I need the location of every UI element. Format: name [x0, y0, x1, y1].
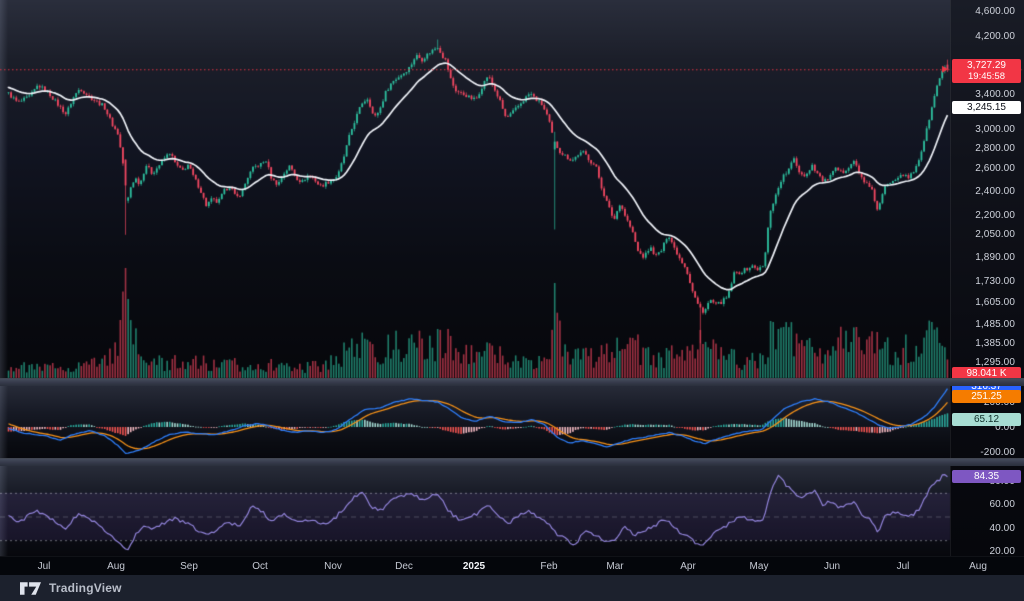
price-axis-label: 1,730.00: [975, 276, 1015, 288]
month-label: Feb: [540, 561, 558, 572]
month-label: Nov: [324, 561, 342, 572]
price-axis-label: 1,605.00: [975, 297, 1015, 309]
ma-value: 3,245.15: [967, 102, 1006, 113]
month-label: Jul: [896, 561, 910, 572]
attribution-bar: TradingView: [0, 575, 1024, 601]
month-label: Oct: [252, 561, 268, 572]
last-price-value: 3,727.29: [967, 60, 1006, 71]
month-label: Dec: [395, 561, 413, 572]
tradingview-logo-icon[interactable]: [20, 581, 41, 595]
volume-badge: 98.041 K: [952, 367, 1021, 380]
pane-separator-rsi[interactable]: [0, 458, 1024, 466]
month-label: Jun: [823, 561, 841, 572]
macd-axis-label: 0.00: [995, 421, 1015, 433]
price-axis-label: 4,200.00: [975, 30, 1015, 42]
price-axis-label: 4,600.00: [975, 5, 1015, 17]
ma-value-badge: 3,245.15: [952, 101, 1021, 114]
macd-signal-badge: 251.25: [952, 390, 1021, 403]
month-label: May: [749, 561, 769, 572]
month-label: Apr: [680, 561, 696, 572]
volume-value: 98.041 K: [966, 368, 1007, 379]
price-axis-label: 1,485.00: [975, 318, 1015, 330]
price-axis-label: 2,600.00: [975, 163, 1015, 175]
month-label: Mar: [606, 561, 624, 572]
rsi-badge: 84.35: [952, 470, 1021, 483]
macd-hist-badge: 65.12: [952, 413, 1021, 426]
time-scale[interactable]: Jul Aug Sep Oct Nov Dec 2025 Feb Mar Apr May Jun Jul…: [0, 556, 1024, 575]
price-axis-label: 3,000.00: [975, 123, 1015, 135]
pane-separator-macd[interactable]: [0, 378, 1024, 386]
macd-hist-value: 65.12: [973, 414, 1000, 425]
price-axis-label: 2,200.00: [975, 209, 1015, 221]
price-axis-label: 1,295.00: [975, 356, 1015, 368]
rsi-value: 84.35: [973, 471, 1000, 482]
price-scale[interactable]: 3,727.29 19:45:58 3,245.15 98.041 K 316.…: [950, 0, 1024, 558]
rsi-axis-label: 20.00: [989, 546, 1015, 558]
price-axis-label: 1,385.00: [975, 337, 1015, 349]
month-label: Aug: [107, 561, 125, 572]
month-label: 2025: [462, 561, 486, 572]
last-price-badge: 3,727.29 19:45:58: [952, 59, 1021, 83]
macd-line-value: 316.37: [971, 381, 1002, 392]
macd-axis-label: -200.00: [980, 446, 1015, 458]
month-label: Jul: [37, 561, 51, 572]
brand-label[interactable]: TradingView: [49, 581, 122, 595]
countdown-timer: 19:45:58: [968, 71, 1005, 82]
price-axis-label: 2,800.00: [975, 142, 1015, 154]
month-label: Aug: [969, 561, 987, 572]
macd-signal-value: 251.25: [971, 391, 1002, 402]
month-label: Sep: [180, 561, 198, 572]
price-axis-label: 3,400.00: [975, 89, 1015, 101]
price-axis-label: 2,400.00: [975, 185, 1015, 197]
rsi-axis-label: 40.00: [989, 522, 1015, 534]
price-axis-label: 2,050.00: [975, 229, 1015, 241]
price-axis-label: 1,890.00: [975, 251, 1015, 263]
rsi-axis-label: 60.00: [989, 499, 1015, 511]
